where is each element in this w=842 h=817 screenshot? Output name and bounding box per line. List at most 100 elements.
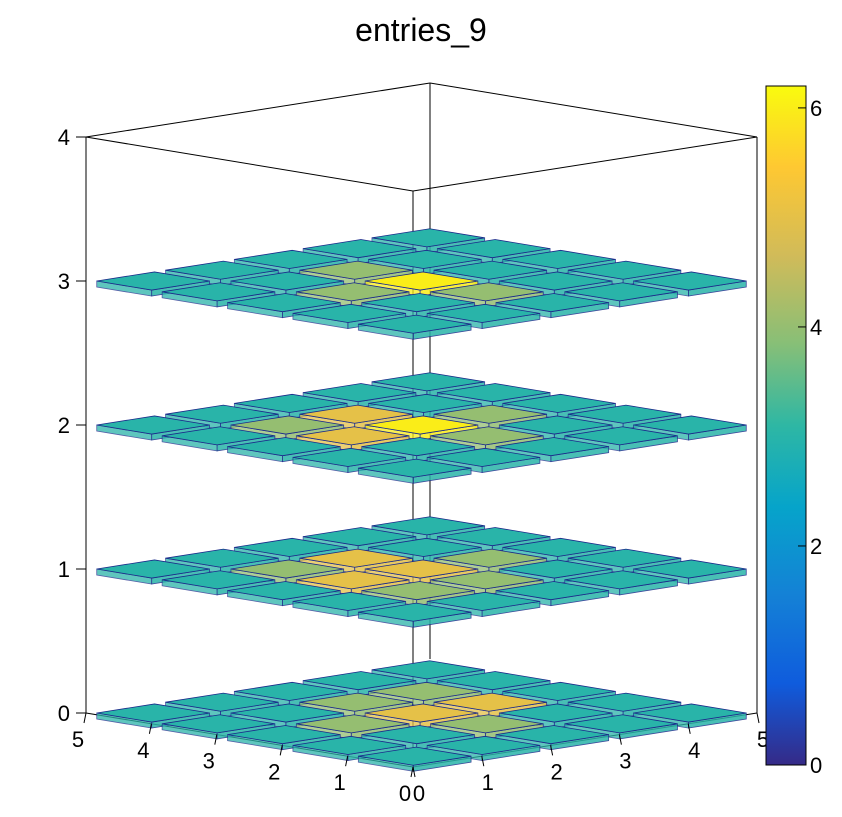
bin-cell <box>368 249 482 269</box>
bin-cell <box>633 703 747 723</box>
bin-cell <box>430 714 544 734</box>
bin-cell <box>633 559 747 579</box>
bin-cell <box>568 548 681 568</box>
bin-cell <box>499 271 613 291</box>
z-tick-label: 1 <box>58 557 70 582</box>
bin-cell <box>165 404 279 424</box>
bin-cell <box>358 458 472 478</box>
bin-cell <box>96 703 210 723</box>
bin-cell <box>568 404 681 424</box>
bin-cell <box>162 570 275 590</box>
x-tick <box>756 712 760 724</box>
bin-cell <box>299 548 413 568</box>
colorbar-tick-label: 4 <box>810 315 822 340</box>
bin-cell <box>303 527 416 547</box>
bin-cell <box>502 393 616 413</box>
bin-cell <box>234 681 348 701</box>
bin-cell <box>358 314 472 334</box>
bin-cell <box>433 404 547 424</box>
bin-cell <box>361 437 475 457</box>
bin-cell <box>96 271 210 291</box>
bin-cell <box>162 714 275 734</box>
bin-cell <box>365 271 478 291</box>
x-tick-label: 3 <box>619 749 631 774</box>
bin-cell <box>437 527 551 547</box>
bin-cell <box>430 570 544 590</box>
bin-cell <box>433 548 547 568</box>
bin-cell <box>292 735 406 755</box>
bin-cell <box>296 282 410 302</box>
bin-cell <box>234 249 348 269</box>
bin-cell <box>430 282 544 302</box>
colorbar-border <box>765 85 807 766</box>
bin-cell <box>227 293 341 313</box>
top-edge <box>85 136 414 192</box>
bin-cell <box>292 591 406 611</box>
bin-cell <box>230 703 344 723</box>
x-tick-label: 4 <box>688 738 700 763</box>
bin-cells <box>96 228 747 772</box>
x-tick-label: 2 <box>550 759 562 784</box>
bin-cell <box>437 671 551 691</box>
bin-cell <box>292 303 406 323</box>
colorbar-ticks: 0 2 4 6 <box>765 85 822 778</box>
bin-cell <box>568 260 681 280</box>
bin-cell <box>299 260 413 280</box>
bin-cell <box>495 581 609 601</box>
y-tick-label: 0 <box>399 781 411 806</box>
x-tick <box>481 756 485 767</box>
bin-cell <box>365 415 478 435</box>
colorbar-tick-label: 0 <box>810 753 822 778</box>
y-tick-label: 4 <box>137 738 149 763</box>
bin-cell <box>361 293 475 313</box>
z-tick-label: 4 <box>58 125 70 150</box>
z-tick-label: 0 <box>58 701 70 726</box>
bin-cell <box>427 303 540 323</box>
bin-cell <box>165 692 279 712</box>
bin-cell <box>303 671 416 691</box>
bin-cell <box>495 437 609 457</box>
top-edge <box>85 82 431 138</box>
y-tick-label: 1 <box>333 770 345 795</box>
bin-cell <box>502 537 616 557</box>
x-tick <box>550 745 554 756</box>
bin-cell <box>96 415 210 435</box>
y-tick-label: 3 <box>203 749 215 774</box>
bin-cell <box>371 516 485 536</box>
bin-cell <box>502 681 616 701</box>
bin-cell <box>499 703 613 723</box>
bin-cell <box>430 426 544 446</box>
bin-cell <box>437 239 551 259</box>
top-edge <box>429 82 758 138</box>
bin-cell <box>633 271 747 291</box>
bin-cell <box>165 548 279 568</box>
bin-cell <box>162 282 275 302</box>
bin-cell <box>227 581 341 601</box>
bin-cell <box>502 249 616 269</box>
bin-cell <box>361 725 475 745</box>
bin-cell <box>633 415 747 435</box>
y-tick <box>410 766 414 778</box>
x-tick <box>687 723 691 734</box>
bin-cell <box>371 660 485 680</box>
bin-cell <box>495 293 609 313</box>
y-tick <box>83 712 87 724</box>
bin-cell <box>296 714 410 734</box>
bin-cell <box>433 692 547 712</box>
bin-cell <box>230 559 344 579</box>
bin-cell <box>227 725 341 745</box>
bin-cell <box>365 559 478 579</box>
bin-cell <box>499 415 613 435</box>
bin-cell <box>568 692 681 712</box>
bin-cell <box>564 570 678 590</box>
bin-cell <box>230 271 344 291</box>
bin-cell <box>361 581 475 601</box>
bin-cell <box>299 404 413 424</box>
bin-cell <box>495 725 609 745</box>
bin-cell <box>358 746 472 766</box>
bin-cell <box>427 735 540 755</box>
bin-cell <box>162 426 275 446</box>
bin-cell <box>96 559 210 579</box>
